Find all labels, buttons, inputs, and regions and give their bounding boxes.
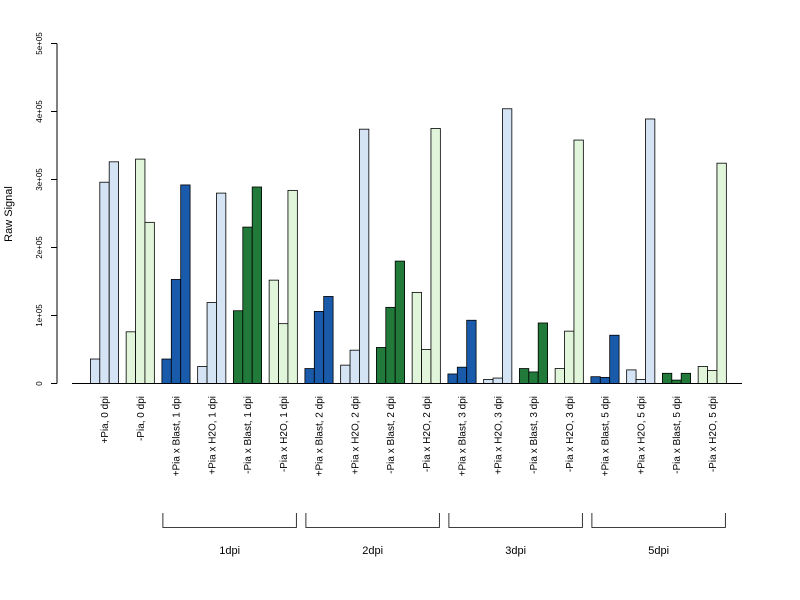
category-label: +Pia x Blast, 5 dpi bbox=[601, 396, 612, 476]
bar bbox=[125, 331, 136, 384]
bar bbox=[502, 108, 513, 384]
bar bbox=[359, 128, 370, 384]
y-axis: 0 1e+05 2e+05 3e+05 4e+05 5e+05 bbox=[35, 32, 58, 386]
category-label: +Pia x H2O, 3 dpi bbox=[493, 396, 504, 475]
group-label: 2dpi bbox=[362, 545, 383, 557]
bar bbox=[671, 379, 682, 384]
bar bbox=[90, 358, 101, 384]
y-tick-label: 5e+05 bbox=[35, 32, 44, 55]
bar bbox=[626, 369, 637, 384]
bar bbox=[278, 323, 289, 384]
bar bbox=[108, 161, 119, 384]
bar bbox=[180, 184, 191, 384]
category-label: +Pia, 0 dpi bbox=[100, 396, 111, 444]
bar bbox=[645, 118, 656, 384]
bar bbox=[421, 349, 432, 384]
category-label: -Pia x H2O, 1 dpi bbox=[279, 396, 290, 472]
bar bbox=[519, 368, 530, 384]
y-tick-label: 3e+05 bbox=[35, 168, 44, 191]
bar bbox=[287, 189, 298, 384]
y-tick-label: 0 bbox=[35, 381, 44, 386]
bar bbox=[697, 366, 708, 384]
bar bbox=[573, 139, 584, 384]
bar bbox=[170, 279, 182, 384]
bar bbox=[554, 368, 565, 384]
bar bbox=[206, 302, 217, 384]
bar bbox=[144, 221, 155, 384]
bar bbox=[251, 186, 262, 384]
category-label: -Pia x H2O, 2 dpi bbox=[422, 396, 433, 472]
category-label: +Pia x H2O, 2 dpi bbox=[350, 396, 361, 475]
bar bbox=[268, 279, 279, 384]
category-label: +Pia x H2O, 5 dpi bbox=[636, 396, 647, 475]
category-label: -Pia x Blast, 3 dpi bbox=[529, 396, 540, 474]
bar bbox=[411, 291, 422, 384]
group-bracket bbox=[448, 513, 583, 528]
bar bbox=[197, 366, 208, 384]
bar bbox=[456, 366, 468, 384]
group-label: 3dpi bbox=[505, 545, 526, 557]
group-label: 1dpi bbox=[219, 545, 240, 557]
y-tick-label: 1e+05 bbox=[35, 304, 44, 327]
group-brackets: 1dpi 2dpi 3dpi 5dpi bbox=[162, 513, 726, 557]
group-bracket bbox=[305, 513, 440, 528]
bar bbox=[99, 181, 110, 384]
bar bbox=[483, 379, 494, 384]
category-label: -Pia x Blast, 1 dpi bbox=[243, 396, 254, 474]
y-tick-label: 4e+05 bbox=[35, 100, 44, 123]
category-label: +Pia x Blast, 3 dpi bbox=[458, 396, 469, 476]
bar bbox=[349, 349, 360, 384]
category-label: -Pia x Blast, 2 dpi bbox=[386, 396, 397, 474]
bar bbox=[635, 379, 646, 384]
bar bbox=[680, 372, 692, 384]
y-axis-label: Raw Signal bbox=[3, 186, 15, 242]
bar bbox=[304, 368, 315, 384]
group-bracket bbox=[591, 513, 726, 528]
bar bbox=[340, 364, 351, 384]
category-labels: +Pia, 0 dpi -Pia, 0 dpi +Pia x Blast, 1 dp… bbox=[100, 396, 719, 476]
bar bbox=[385, 306, 396, 384]
group-label: 5dpi bbox=[648, 545, 669, 557]
bar bbox=[528, 371, 539, 384]
bar bbox=[216, 192, 227, 384]
bar bbox=[564, 330, 575, 384]
bar bbox=[375, 347, 387, 384]
bar bbox=[466, 319, 477, 384]
bar bbox=[609, 334, 620, 384]
bar bbox=[135, 158, 146, 384]
bar bbox=[323, 296, 334, 384]
bar bbox=[662, 372, 673, 384]
bar bbox=[599, 376, 611, 384]
y-tick-label: 2e+05 bbox=[35, 236, 44, 259]
bar bbox=[394, 260, 406, 384]
bar bbox=[492, 377, 503, 384]
group-bracket bbox=[162, 513, 297, 528]
bar bbox=[161, 358, 172, 384]
category-label: -Pia x H2O, 3 dpi bbox=[565, 396, 576, 472]
category-label: +Pia x Blast, 1 dpi bbox=[172, 396, 183, 476]
bar bbox=[590, 376, 601, 384]
category-label: -Pia, 0 dpi bbox=[136, 396, 147, 441]
bar bbox=[716, 162, 727, 384]
category-label: +Pia x H2O, 1 dpi bbox=[207, 396, 218, 475]
bar bbox=[447, 373, 458, 384]
category-label: +Pia x Blast, 2 dpi bbox=[315, 396, 326, 476]
category-label: -Pia x Blast, 5 dpi bbox=[672, 396, 683, 474]
bars bbox=[90, 108, 727, 384]
bar bbox=[242, 226, 253, 384]
bar bbox=[537, 322, 549, 384]
bar bbox=[232, 310, 244, 384]
category-label: -Pia x H2O, 5 dpi bbox=[708, 396, 719, 472]
bar bbox=[313, 311, 325, 384]
bar bbox=[707, 370, 718, 384]
bar bbox=[430, 128, 441, 384]
